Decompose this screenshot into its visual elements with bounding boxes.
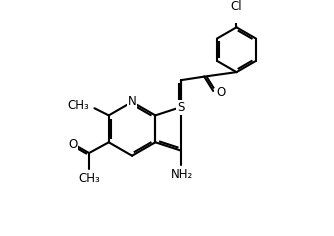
Text: CH₃: CH₃	[67, 99, 89, 112]
Text: Cl: Cl	[231, 0, 242, 13]
Text: O: O	[217, 86, 226, 99]
Text: S: S	[177, 101, 185, 114]
Text: CH₃: CH₃	[78, 172, 100, 185]
Text: NH₂: NH₂	[171, 168, 193, 181]
Text: O: O	[68, 138, 77, 151]
Text: N: N	[128, 95, 136, 109]
